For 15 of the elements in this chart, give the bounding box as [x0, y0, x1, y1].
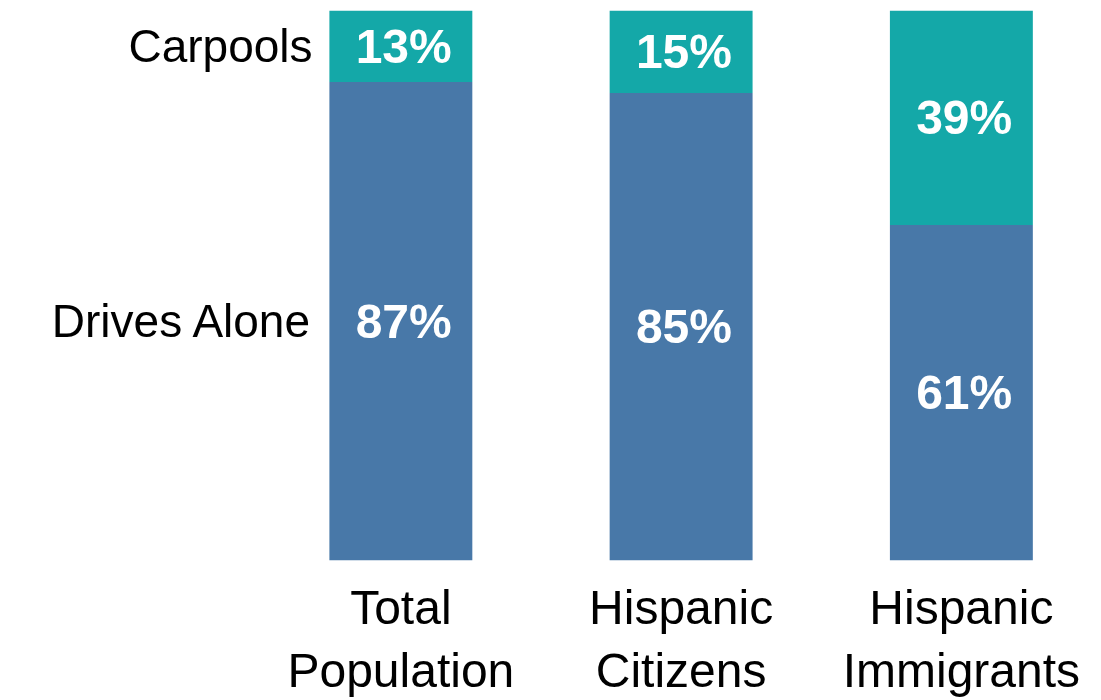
- data-label: 13%: [355, 19, 452, 73]
- bar: [329, 82, 473, 561]
- bar: [609, 93, 753, 561]
- data-label: 85%: [635, 300, 732, 354]
- bar: [889, 225, 1033, 561]
- data-label: 15%: [635, 25, 732, 79]
- x-tick-label: Hispanic Immigrants: [842, 580, 1081, 698]
- series-label: Drives Alone: [51, 295, 311, 348]
- data-label: 61%: [916, 366, 1013, 420]
- x-tick-label: Hispanic Citizens: [589, 580, 774, 698]
- data-label: 87%: [355, 294, 452, 348]
- series-label: Carpools: [128, 20, 313, 73]
- bar: [889, 10, 1033, 225]
- data-label: 39%: [916, 91, 1013, 145]
- x-tick-label: Total Population: [287, 580, 515, 698]
